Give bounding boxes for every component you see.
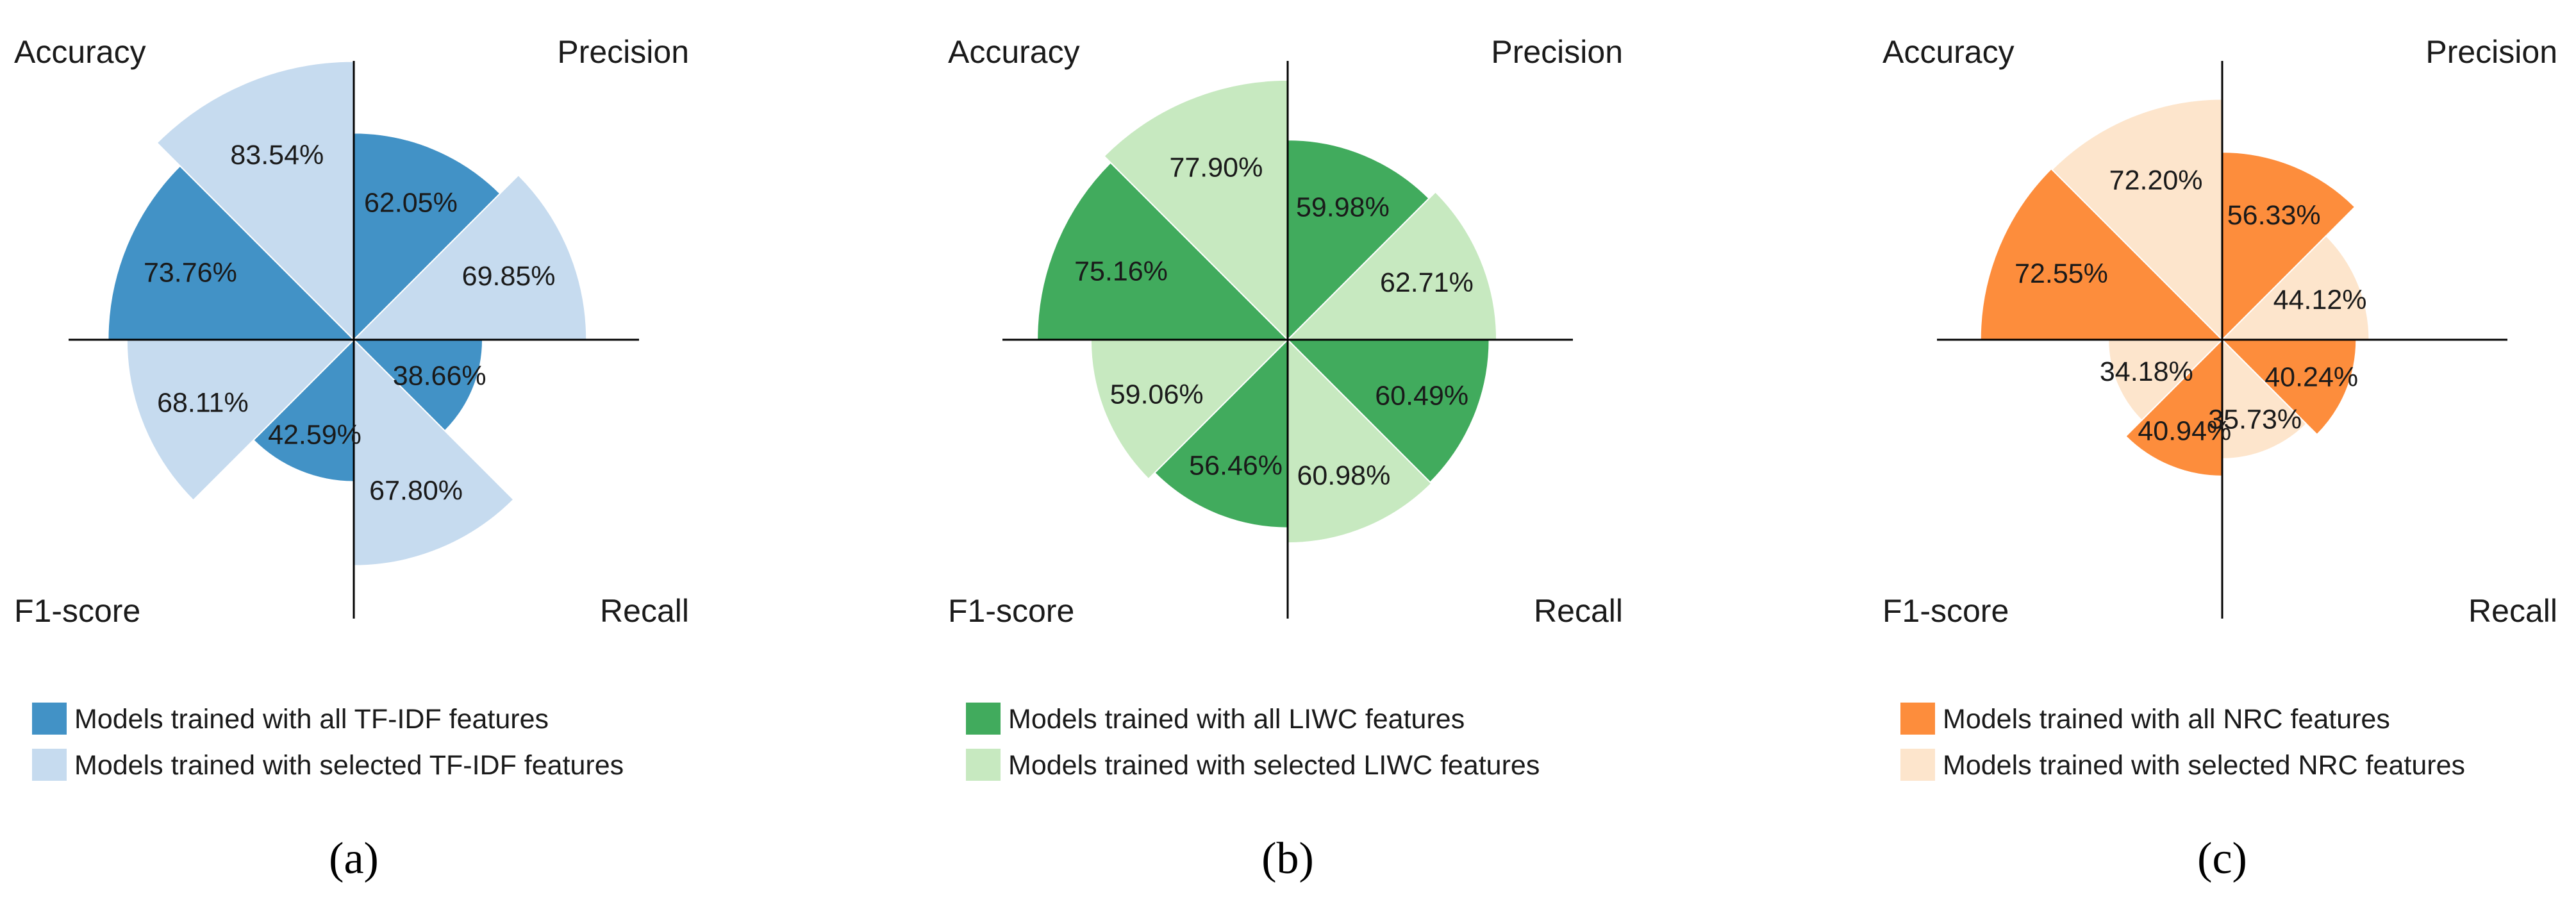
wedge-f1-score-selected (1090, 339, 1290, 480)
legend-swatch-selected (966, 749, 1001, 781)
value-label-f1-score-all: 40.94% (2138, 416, 2231, 447)
legend-swatch-all (966, 703, 1001, 735)
value-label-f1-score-selected: 59.06% (1110, 379, 1204, 410)
legend-label-all: Models trained with all NRC features (1943, 704, 2390, 735)
value-label-f1-score-all: 42.59% (268, 419, 361, 450)
legend-label-selected: Models trained with selected TF-IDF feat… (74, 750, 624, 781)
wedge-f1-score-all (2125, 338, 2223, 477)
value-label-recall-all: 38.66% (393, 360, 486, 391)
category-label-recall: Recall (600, 593, 689, 629)
value-label-precision-selected: 69.85% (462, 261, 556, 292)
value-label-recall-selected: 35.73% (2208, 404, 2302, 435)
category-label-accuracy: Accuracy (14, 34, 146, 70)
wedge-recall-all (2220, 339, 2357, 436)
panel-caption: (c) (2197, 834, 2247, 883)
legend-label-all: Models trained with all TF-IDF features (74, 704, 549, 735)
wedge-precision-selected (1286, 191, 1498, 340)
value-label-precision-selected: 62.71% (1380, 267, 1474, 298)
value-label-accuracy-all: 75.16% (1074, 256, 1168, 287)
legend-swatch-selected (32, 749, 67, 781)
value-label-accuracy-selected: 72.20% (2109, 165, 2203, 196)
wedge-recall-selected (1287, 338, 1433, 544)
wedge-recall-all (1286, 339, 1490, 483)
wedge-accuracy-all (1036, 162, 1290, 340)
legend-swatch-selected (1900, 749, 1935, 781)
wedge-f1-score-all (1153, 338, 1288, 529)
panel-caption: (b) (1261, 834, 1314, 883)
value-label-precision-all: 56.33% (2227, 200, 2321, 231)
wedge-precision-all (353, 132, 501, 342)
panel-b: 75.16% 77.90% 59.98% 62.71% 60.49% 60.98% 56.4… (948, 34, 1623, 883)
panel-c: 72.55% 72.20% 56.33% 44.12% 40.24% 35.73%40.9… (1882, 34, 2557, 883)
category-label-f1-score: F1-score (948, 593, 1074, 629)
wedge-precision-all (1287, 139, 1430, 342)
legend-swatch-all (32, 703, 67, 735)
panel-caption: (a) (329, 834, 379, 883)
wedge-precision-selected (352, 174, 588, 340)
legend-label-selected: Models trained with selected LIWC featur… (1008, 750, 1540, 781)
wedge-recall-selected (353, 338, 515, 567)
category-label-f1-score: F1-score (14, 593, 140, 629)
legend-label-all: Models trained with all LIWC features (1008, 704, 1465, 735)
wedge-recall-all (352, 339, 484, 432)
category-label-accuracy: Accuracy (1882, 34, 2015, 70)
value-label-accuracy-selected: 77.90% (1169, 153, 1263, 183)
value-label-f1-score-all: 56.46% (1189, 450, 1283, 481)
wedge-accuracy-selected (156, 60, 354, 342)
value-label-precision-selected: 44.12% (2273, 285, 2367, 315)
category-label-precision: Precision (2425, 34, 2557, 70)
wedge-accuracy-all (107, 165, 356, 340)
wedge-recall-selected (2222, 338, 2307, 460)
category-label-precision: Precision (1491, 34, 1623, 70)
category-label-recall: Recall (1534, 593, 1623, 629)
value-label-accuracy-selected: 83.54% (230, 140, 324, 171)
value-label-f1-score-selected: 68.11% (157, 388, 249, 419)
legend-label-selected: Models trained with selected NRC feature… (1943, 750, 2465, 781)
wedge-precision-all (2222, 151, 2356, 342)
value-label-recall-all: 60.49% (1375, 381, 1468, 412)
wedge-precision-selected (2220, 235, 2370, 340)
wedge-f1-score-selected (2107, 339, 2224, 422)
value-label-accuracy-all: 73.76% (144, 257, 237, 288)
value-label-precision-all: 62.05% (364, 187, 458, 218)
wedge-accuracy-selected (2051, 98, 2223, 342)
category-label-accuracy: Accuracy (948, 34, 1080, 70)
value-label-precision-all: 59.98% (1296, 192, 1390, 223)
legend-swatch-all (1900, 703, 1935, 735)
category-label-precision: Precision (557, 34, 689, 70)
value-label-recall-selected: 67.80% (369, 476, 463, 506)
category-label-f1-score: F1-score (1882, 593, 2009, 629)
wedge-accuracy-selected (1103, 79, 1288, 342)
panel-a: 73.76% 83.54% 62.05% 69.85% 38.66% 67.80% 42.5… (14, 34, 689, 883)
value-label-f1-score-selected: 34.18% (2100, 356, 2193, 387)
wedge-accuracy-all (1979, 167, 2224, 340)
value-label-accuracy-all: 72.55% (2015, 258, 2108, 289)
wedge-f1-score-all (252, 338, 354, 483)
wedge-f1-score-selected (126, 339, 356, 501)
value-label-recall-selected: 60.98% (1297, 460, 1390, 491)
category-label-recall: Recall (2468, 593, 2557, 629)
value-label-recall-all: 40.24% (2264, 362, 2358, 393)
